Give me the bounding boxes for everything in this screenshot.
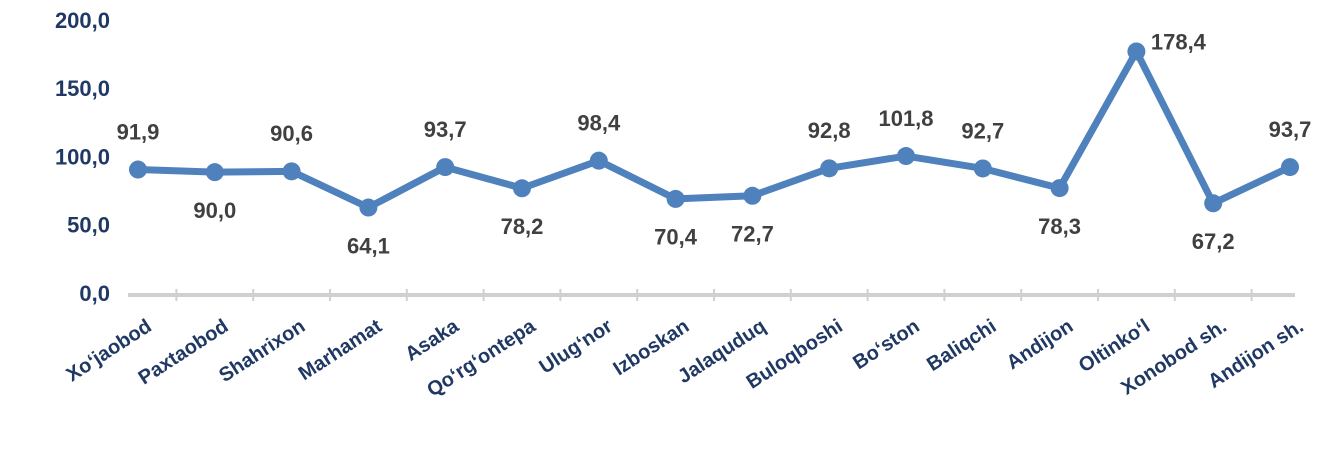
marker	[359, 198, 378, 217]
marker	[973, 159, 992, 178]
x-tick-label: Bo‘ston	[849, 315, 923, 374]
y-tick-label: 200,0	[55, 8, 110, 33]
data-label: 98,4	[577, 110, 621, 135]
data-label: 67,2	[1192, 229, 1235, 254]
data-label: 72,7	[731, 222, 774, 247]
marker	[1204, 194, 1223, 213]
marker	[205, 163, 224, 182]
data-label: 93,7	[424, 117, 467, 142]
data-label: 93,7	[1269, 117, 1312, 142]
data-label: 92,7	[961, 118, 1004, 143]
x-tick-label: Andijon	[1003, 315, 1077, 374]
marker	[282, 162, 301, 181]
x-tick-label: Baliqchi	[923, 315, 1000, 376]
data-label: 70,4	[654, 225, 698, 250]
line	[137, 47, 1292, 212]
x-tick-label: Marhamat	[295, 315, 386, 385]
marker	[589, 151, 608, 170]
x-tick-label: Asaka	[401, 315, 463, 366]
y-tick-label: 50,0	[67, 213, 110, 238]
y-tick-label: 150,0	[55, 76, 110, 101]
data-label: 101,8	[878, 106, 933, 131]
data-label: 78,2	[501, 214, 544, 239]
marker	[436, 158, 455, 177]
data-label: 90,0	[193, 198, 236, 223]
data-label: 91,9	[117, 119, 160, 144]
data-label: 64,1	[347, 233, 390, 258]
marker	[1281, 158, 1299, 177]
marker	[743, 186, 762, 205]
data-label: 178,4	[1151, 29, 1207, 54]
y-tick-label: 0,0	[79, 281, 110, 306]
marker	[666, 189, 685, 208]
y-tick-label: 100,0	[55, 144, 110, 169]
data-label: 90,6	[270, 121, 313, 146]
data-label: 78,3	[1038, 214, 1081, 239]
marker	[1050, 179, 1069, 198]
marker	[513, 179, 531, 198]
marker	[897, 147, 915, 166]
marker	[129, 160, 147, 179]
x-tick-label: Shahrixon	[215, 315, 309, 387]
marker	[820, 159, 839, 178]
marker	[1127, 42, 1146, 61]
x-tick-label: Ulug‘nor	[535, 315, 616, 378]
data-label: 92,8	[808, 118, 851, 143]
